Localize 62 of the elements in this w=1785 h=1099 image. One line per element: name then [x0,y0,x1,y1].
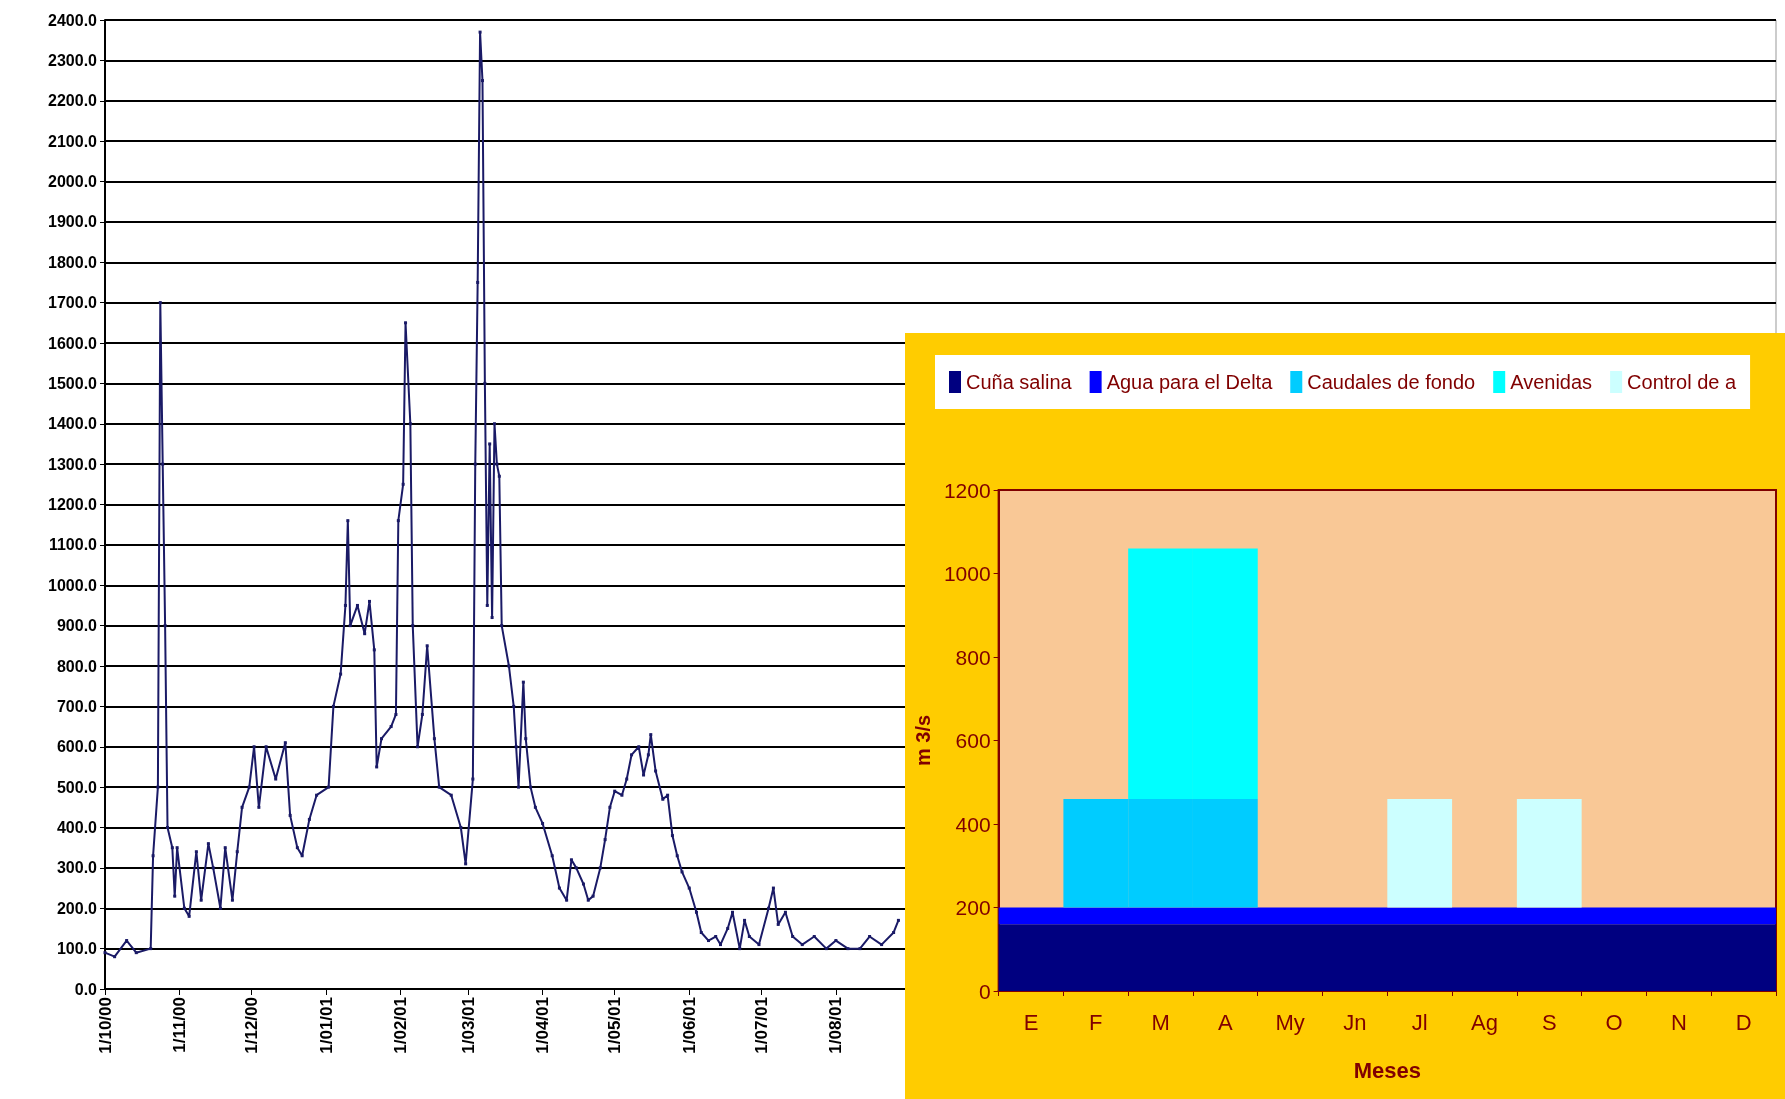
y-tick-label: 1600.0 [48,334,98,352]
legend-label: Caudales de fondo [1307,371,1476,393]
y-tick-label: 0 [978,979,991,1003]
x-tick-label: 1/01/01 [316,997,336,1054]
x-tick-label: 1/02/01 [391,997,411,1054]
x-tick-label: F [1089,1009,1103,1035]
y-tick-label: 1300.0 [48,455,98,473]
y-tick-label: 1800.0 [48,253,98,271]
y-tick-label: 2200.0 [48,92,98,110]
x-tick-label: 1/06/01 [679,997,699,1054]
y-tick-label: 1900.0 [48,213,98,231]
x-tick-label: E [1023,1009,1039,1035]
legend-label: Agua para el Delta [1106,371,1274,393]
y-tick-label: 1200.0 [48,496,98,513]
y-tick-label: 2400.0 [48,11,98,29]
y-tick-label: 600.0 [56,738,98,756]
y-tick-label: 1700.0 [48,294,98,312]
y-axis-title: m 3/s [912,714,934,767]
y-tick-label: 400.0 [56,819,98,836]
x-tick-label: My [1275,1009,1305,1035]
x-tick-label: O [1605,1009,1623,1035]
y-tick-label: 2000.0 [48,173,98,190]
y-tick-label: 2300.0 [48,51,98,69]
y-tick-label: 400 [955,812,991,836]
y-tick-label: 900.0 [56,617,98,635]
y-tick-label: 0.0 [74,980,98,998]
legend-label: Control de a [1627,371,1737,393]
x-tick-label: A [1218,1009,1234,1035]
legend-label: Avenidas [1510,371,1593,393]
x-tick-label: N [1670,1009,1687,1035]
y-tick-label: 1200 [943,478,991,502]
y-tick-label: 1400.0 [48,415,98,433]
y-tick-label: 1100.0 [48,536,98,554]
x-tick-label: 1/07/01 [751,997,771,1054]
y-tick-label: 2100.0 [48,132,98,150]
y-tick-label: 500.0 [56,778,98,796]
y-tick-label: 700.0 [56,697,98,715]
legend-label: Cuña salina [966,371,1073,393]
x-tick-label: 1/05/01 [605,997,625,1054]
x-tick-label: D [1735,1009,1752,1035]
x-tick-label: 1/10/00 [95,997,115,1054]
x-axis-title: Meses [1353,1057,1421,1083]
x-tick-label: 1/04/01 [533,997,553,1054]
y-tick-label: 200.0 [56,899,98,917]
x-tick-label: 1/03/01 [458,997,478,1054]
y-tick-label: 800 [955,645,991,669]
x-tick-label: 1/12/00 [242,997,262,1054]
y-tick-label: 200 [955,896,991,919]
y-tick-label: 1000 [943,562,991,585]
x-tick-label: Jl [1411,1009,1428,1035]
y-tick-label: 600 [955,729,991,752]
x-tick-label: Jn [1343,1009,1367,1035]
x-tick-label: 1/11/00 [170,997,190,1053]
x-tick-label: S [1541,1009,1557,1035]
x-tick-label: 1/08/01 [826,997,846,1054]
y-tick-label: 1500.0 [48,374,98,392]
x-tick-label: Ag [1471,1009,1498,1035]
y-tick-label: 300.0 [56,859,98,877]
y-tick-label: 100.0 [56,940,98,958]
x-tick-label: M [1151,1009,1170,1035]
y-tick-label: 800.0 [56,657,98,675]
y-tick-label: 1000.0 [48,576,98,594]
